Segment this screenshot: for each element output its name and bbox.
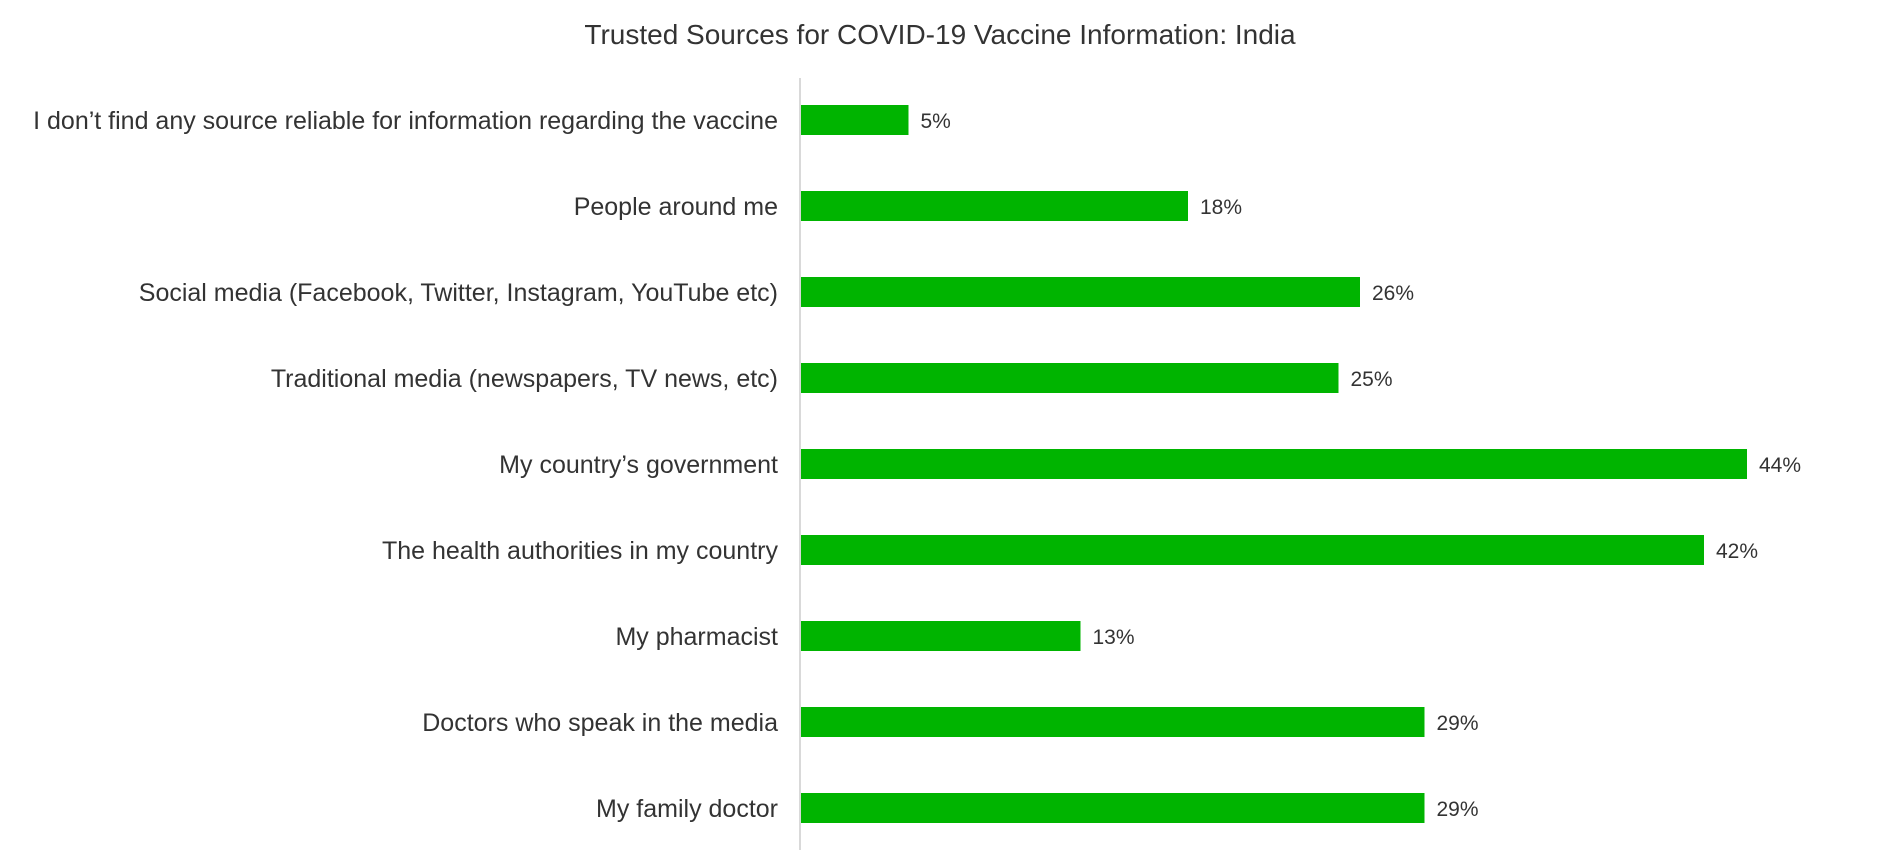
value-label: 18% — [1200, 196, 1242, 219]
category-label: My family doctor — [596, 795, 778, 823]
category-label: My country’s government — [499, 451, 778, 479]
value-label: 29% — [1437, 798, 1479, 821]
category-label: I don’t find any source reliable for inf… — [33, 107, 778, 135]
bar — [801, 535, 1704, 565]
chart-title: Trusted Sources for COVID-19 Vaccine Inf… — [584, 19, 1296, 50]
bar — [801, 793, 1425, 823]
value-label: 42% — [1716, 540, 1758, 563]
value-label: 44% — [1759, 454, 1801, 477]
bar — [801, 363, 1339, 393]
bar — [801, 191, 1188, 221]
bar — [801, 277, 1360, 307]
bar — [801, 449, 1747, 479]
value-label: 25% — [1351, 368, 1393, 391]
value-label: 26% — [1372, 282, 1414, 305]
bar — [801, 621, 1081, 651]
bar — [801, 707, 1425, 737]
bar — [801, 105, 909, 135]
value-label: 29% — [1437, 712, 1479, 735]
category-label: The health authorities in my country — [382, 537, 779, 565]
category-label: Social media (Facebook, Twitter, Instagr… — [139, 279, 778, 307]
category-label: People around me — [574, 193, 778, 221]
category-label: Traditional media (newspapers, TV news, … — [271, 365, 778, 393]
category-label: My pharmacist — [615, 623, 778, 651]
value-label: 5% — [921, 110, 951, 133]
value-label: 13% — [1093, 626, 1135, 649]
bars-group: I don’t find any source reliable for inf… — [33, 105, 1801, 823]
category-label: Doctors who speak in the media — [422, 709, 778, 737]
